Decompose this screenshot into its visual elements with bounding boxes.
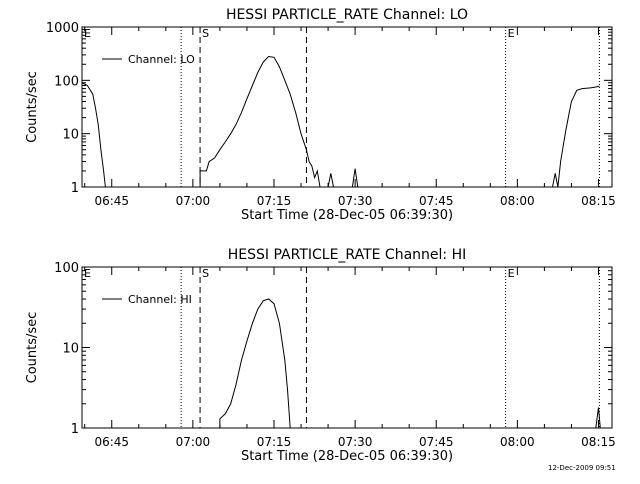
data-series-line [552, 85, 600, 188]
event-marker-label: S [202, 27, 209, 40]
x-tick-label: 07:15 [257, 435, 292, 449]
x-tick-label: 07:00 [176, 194, 211, 208]
x-tick-label: 06:45 [94, 435, 129, 449]
y-axis-label: Counts/sec [25, 312, 40, 384]
event-marker-label: E [84, 27, 91, 40]
x-tick-label: 07:30 [338, 435, 373, 449]
event-marker-label: E [84, 267, 91, 280]
plot-frame [81, 26, 613, 188]
event-marker-label: S [202, 267, 209, 280]
x-tick-label: 07:45 [419, 435, 454, 449]
plot-frame [81, 266, 613, 429]
x-tick-label: 07:30 [338, 194, 373, 208]
legend-label: Channel: LO [128, 53, 195, 66]
x-tick-label: 07:15 [257, 194, 292, 208]
chart-title: HESSI PARTICLE_RATE Channel: HI [228, 247, 466, 263]
x-tick-label: 06:45 [94, 194, 129, 208]
x-tick-label: 07:45 [419, 194, 454, 208]
y-tick-label: 1000 [46, 21, 79, 36]
x-tick-label: 08:15 [581, 194, 616, 208]
x-tick-label: 08:00 [500, 194, 535, 208]
x-tick-label: 08:00 [500, 435, 535, 449]
y-tick-label: 1 [71, 422, 79, 437]
y-axis-label: Counts/sec [25, 71, 40, 143]
y-tick-label: 10 [62, 342, 79, 357]
y-tick-label: 10 [62, 128, 79, 143]
x-axis-label: Start Time (28-Dec-05 06:39:30) [241, 449, 453, 464]
legend-label: Channel: HI [128, 293, 192, 306]
y-tick-label: 1 [71, 181, 79, 196]
chart-title: HESSI PARTICLE_RATE Channel: LO [226, 7, 468, 23]
data-series-line [219, 298, 291, 429]
event-marker-label: E [508, 27, 515, 40]
data-series-line [81, 82, 106, 188]
data-series-line [327, 173, 334, 188]
y-tick-label: 100 [54, 74, 79, 89]
event-marker-label: E [508, 267, 515, 280]
data-series-line [351, 168, 359, 188]
timestamp-label: 12-Dec-2009 09:51 [548, 464, 616, 472]
x-tick-label: 07:00 [176, 435, 211, 449]
x-axis-label: Start Time (28-Dec-05 06:39:30) [241, 208, 453, 223]
data-series-line [199, 55, 321, 188]
x-tick-label: 08:15 [581, 435, 616, 449]
y-tick-label: 100 [54, 261, 79, 276]
data-series-line [595, 407, 601, 429]
